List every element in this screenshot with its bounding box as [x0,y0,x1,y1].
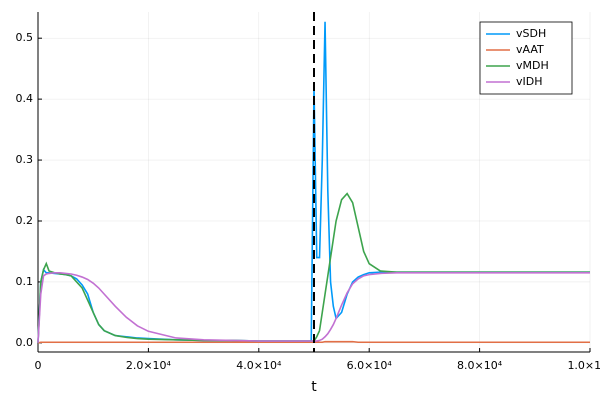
y-tick-label: 0.4 [16,92,34,105]
y-tick-label: 0.1 [16,275,34,288]
x-tick-label: 4.0×10⁴ [236,359,282,372]
x-tick-label: 1.0×10⁵ [567,359,600,372]
legend-label: vMDH [516,59,549,72]
series-line [37,271,590,343]
legend-label: vAAT [516,43,544,56]
x-tick-label: 0 [35,359,42,372]
x-axis-label: t [311,379,317,395]
x-tick-label: 2.0×10⁴ [126,359,172,372]
y-tick-label: 0.3 [16,153,34,166]
legend-label: vSDH [516,27,546,40]
series-line [37,340,590,344]
y-tick-label: 0.5 [16,31,34,44]
y-tick-label: 0.0 [16,336,34,349]
y-tick-label: 0.2 [16,214,34,227]
x-tick-label: 8.0×10⁴ [457,359,503,372]
x-tick-label: 6.0×10⁴ [347,359,393,372]
legend-label: vIDH [516,75,543,88]
